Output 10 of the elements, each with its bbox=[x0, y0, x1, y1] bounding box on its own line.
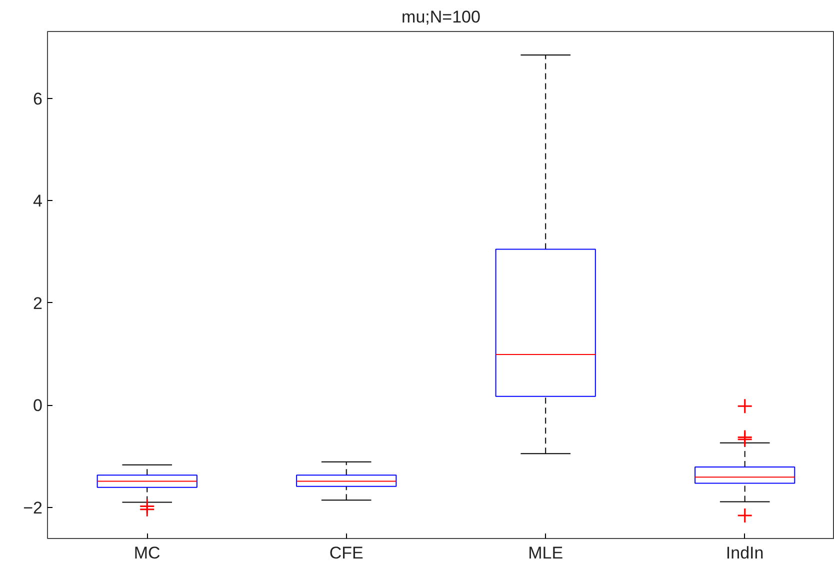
x-tick-label: MLE bbox=[528, 544, 564, 562]
chart-title: mu;N=100 bbox=[402, 8, 480, 26]
y-tick-label: 4 bbox=[33, 192, 43, 211]
x-tick-label: MC bbox=[134, 544, 160, 562]
y-tick-label: 0 bbox=[33, 396, 43, 416]
y-tick-label: 6 bbox=[33, 89, 43, 108]
x-tick-label: CFE bbox=[329, 544, 364, 562]
x-tick-label: IndIn bbox=[726, 544, 764, 562]
y-tick-label: 2 bbox=[33, 294, 43, 313]
y-tick-label: −2 bbox=[23, 498, 43, 518]
